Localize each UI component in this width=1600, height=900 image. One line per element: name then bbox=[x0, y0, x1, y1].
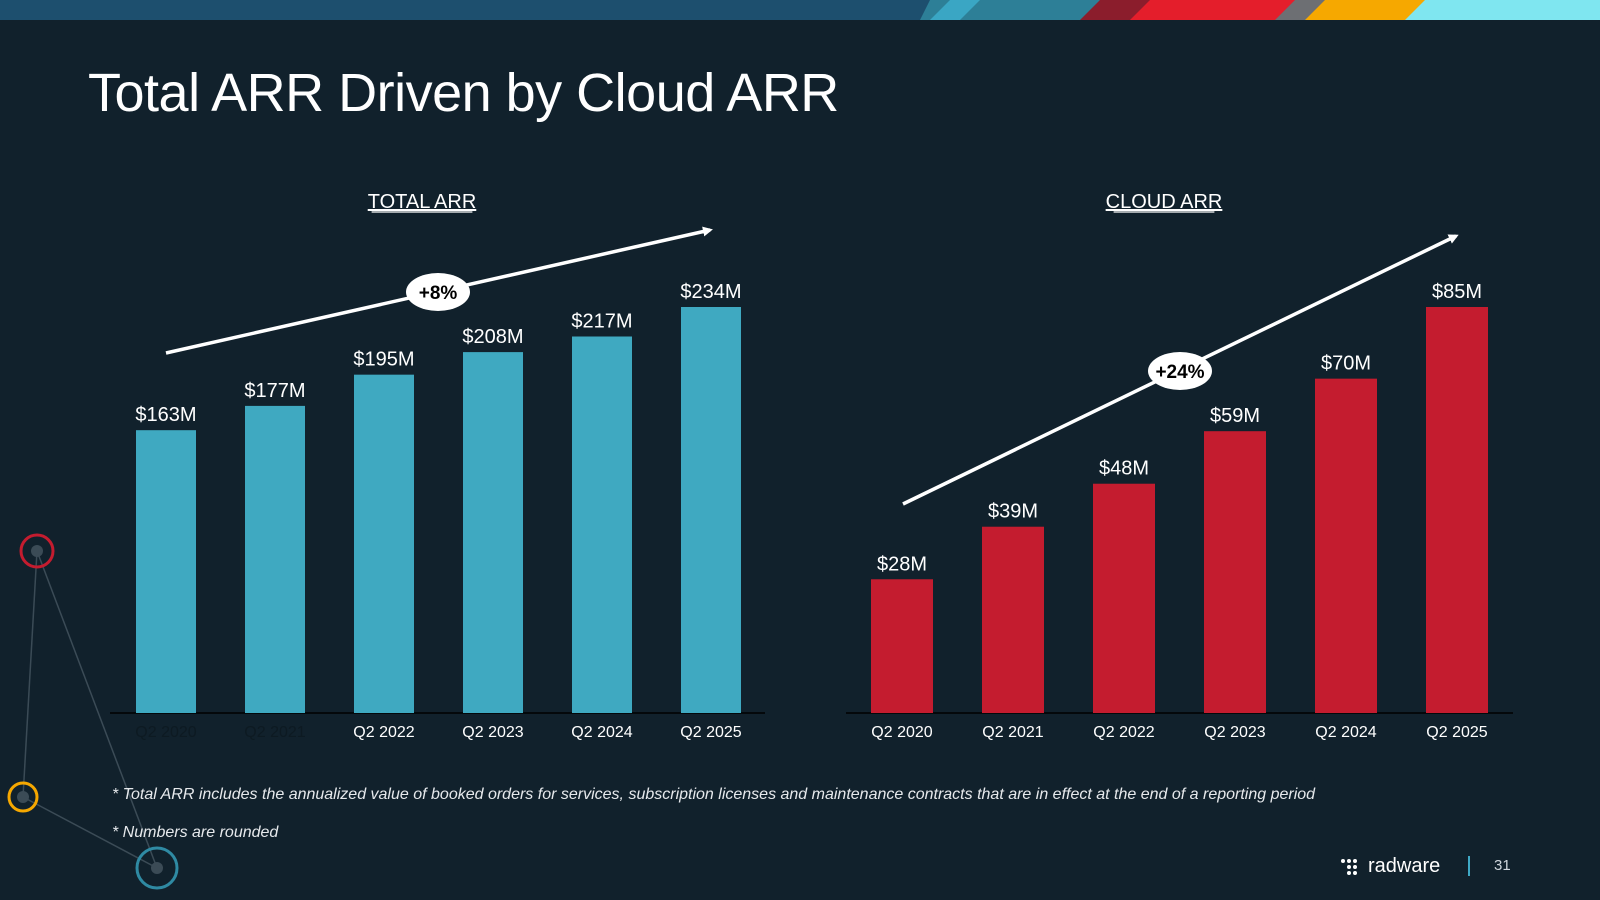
total-bar-4 bbox=[572, 336, 632, 713]
total-data-label-0: $163M bbox=[135, 404, 196, 426]
total-bar-1 bbox=[245, 405, 305, 713]
cloud-data-label-2: $48M bbox=[1099, 458, 1149, 480]
cloud-data-label-0: $28M bbox=[877, 553, 927, 575]
cloud-tick-label-3: Q2 2023 bbox=[1204, 724, 1265, 741]
decorative-network bbox=[7, 533, 179, 890]
total-tick-label-5: Q2 2025 bbox=[680, 724, 741, 741]
cloud-bar-3 bbox=[1204, 431, 1266, 713]
cloud-bar-0 bbox=[871, 579, 933, 713]
cloud-tick-label-4: Q2 2024 bbox=[1315, 724, 1376, 741]
cloud-data-label-3: $59M bbox=[1210, 405, 1260, 427]
page-title: Total ARR Driven by Cloud ARR bbox=[88, 63, 839, 123]
cloud-growth-badge bbox=[1148, 352, 1212, 390]
cloud-data-label-4: $70M bbox=[1321, 353, 1371, 375]
footnote-total-arr: * Total ARR includes the annualized valu… bbox=[112, 786, 1316, 803]
cloud-tick-label-1: Q2 2021 bbox=[982, 724, 1043, 741]
cloud-tick-label-2: Q2 2022 bbox=[1093, 724, 1154, 741]
total-data-label-1: $177M bbox=[244, 380, 305, 402]
total-chart-title: TOTAL ARR bbox=[368, 191, 477, 213]
total-growth-label: +8% bbox=[419, 283, 458, 304]
total-data-label-2: $195M bbox=[353, 349, 414, 371]
cloud-bar-1 bbox=[982, 526, 1044, 713]
total-tick-label-2: Q2 2022 bbox=[353, 724, 414, 741]
total-tick-label-0: Q2 2020 bbox=[135, 724, 196, 741]
cloud-bar-5 bbox=[1426, 307, 1488, 713]
radware-logo: radware bbox=[1340, 855, 1440, 878]
page-number: 31 bbox=[1494, 857, 1511, 874]
total-tick-label-4: Q2 2024 bbox=[571, 724, 632, 741]
footnote-rounded: * Numbers are rounded bbox=[112, 824, 279, 841]
cloud-tick-label-0: Q2 2020 bbox=[871, 724, 932, 741]
red-node-icon bbox=[19, 533, 55, 569]
radware-logo-icon bbox=[1341, 858, 1357, 875]
cloud-bar-4 bbox=[1315, 378, 1377, 713]
cloud-data-label-5: $85M bbox=[1432, 281, 1482, 303]
total-data-label-3: $208M bbox=[462, 326, 523, 348]
top-accent-bar bbox=[0, 0, 1600, 20]
total-bar-2 bbox=[354, 374, 414, 713]
footer-divider bbox=[1468, 856, 1470, 876]
total-tick-label-3: Q2 2023 bbox=[462, 724, 523, 741]
total-bar-3 bbox=[463, 352, 523, 713]
total-data-label-5: $234M bbox=[680, 281, 741, 303]
total-growth-badge bbox=[406, 273, 470, 311]
cloud-data-label-1: $39M bbox=[988, 501, 1038, 523]
teal-node-icon bbox=[135, 846, 179, 890]
cloud-arr-chart: CLOUD ARR $28M Q2 2020 $39M Q2 2021 $48M Q2 20… bbox=[846, 191, 1513, 741]
cloud-growth-label: +24% bbox=[1155, 362, 1204, 383]
total-bar-0 bbox=[136, 430, 196, 713]
yellow-node-icon bbox=[7, 781, 39, 813]
total-data-label-4: $217M bbox=[571, 310, 632, 332]
brand-name: radware bbox=[1368, 855, 1441, 877]
cloud-chart-title: CLOUD ARR bbox=[1106, 191, 1223, 213]
total-tick-label-1: Q2 2021 bbox=[244, 724, 305, 741]
cloud-bar-2 bbox=[1093, 483, 1155, 713]
total-bar-5 bbox=[681, 307, 741, 713]
total-arr-chart: TOTAL ARR $163M Q2 2020 $177M Q2 2021 $195M Q2… bbox=[110, 191, 765, 741]
cloud-tick-label-5: Q2 2025 bbox=[1426, 724, 1487, 741]
